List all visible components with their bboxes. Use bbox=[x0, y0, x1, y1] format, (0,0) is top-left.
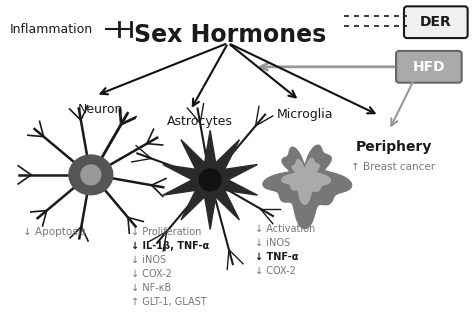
Polygon shape bbox=[199, 169, 221, 191]
Text: ↓ Proliferation: ↓ Proliferation bbox=[131, 228, 201, 237]
Text: ↓ Apoptosis: ↓ Apoptosis bbox=[23, 228, 87, 237]
Text: ↓ iNOS: ↓ iNOS bbox=[255, 238, 290, 248]
Text: DER: DER bbox=[420, 15, 452, 29]
Text: Inflammation: Inflammation bbox=[9, 23, 92, 36]
Polygon shape bbox=[69, 155, 113, 195]
Text: ↓ NF-κB: ↓ NF-κB bbox=[131, 283, 171, 293]
Text: ↓ COX-2: ↓ COX-2 bbox=[131, 269, 172, 279]
Text: ↓ Activation: ↓ Activation bbox=[255, 224, 315, 235]
Text: HFD: HFD bbox=[412, 60, 445, 74]
Text: Neuron: Neuron bbox=[78, 102, 124, 116]
Text: Astrocytes: Astrocytes bbox=[167, 116, 233, 128]
Text: ↓ IL-1β, TNF-α: ↓ IL-1β, TNF-α bbox=[131, 241, 209, 251]
Polygon shape bbox=[263, 145, 352, 228]
Text: ↓ COX-2: ↓ COX-2 bbox=[255, 266, 296, 276]
Polygon shape bbox=[81, 165, 101, 185]
Text: Microglia: Microglia bbox=[276, 108, 333, 122]
Polygon shape bbox=[163, 130, 257, 229]
Text: ↑ Breast cancer: ↑ Breast cancer bbox=[351, 162, 436, 172]
Text: ↓ TNF-α: ↓ TNF-α bbox=[255, 252, 299, 262]
Text: ↑ GLT-1, GLAST: ↑ GLT-1, GLAST bbox=[131, 297, 206, 307]
Text: Periphery: Periphery bbox=[356, 140, 432, 154]
Text: ↓ iNOS: ↓ iNOS bbox=[131, 255, 166, 265]
Polygon shape bbox=[282, 158, 330, 204]
FancyBboxPatch shape bbox=[396, 51, 462, 83]
Text: Sex Hormones: Sex Hormones bbox=[134, 23, 326, 47]
FancyBboxPatch shape bbox=[404, 6, 468, 38]
